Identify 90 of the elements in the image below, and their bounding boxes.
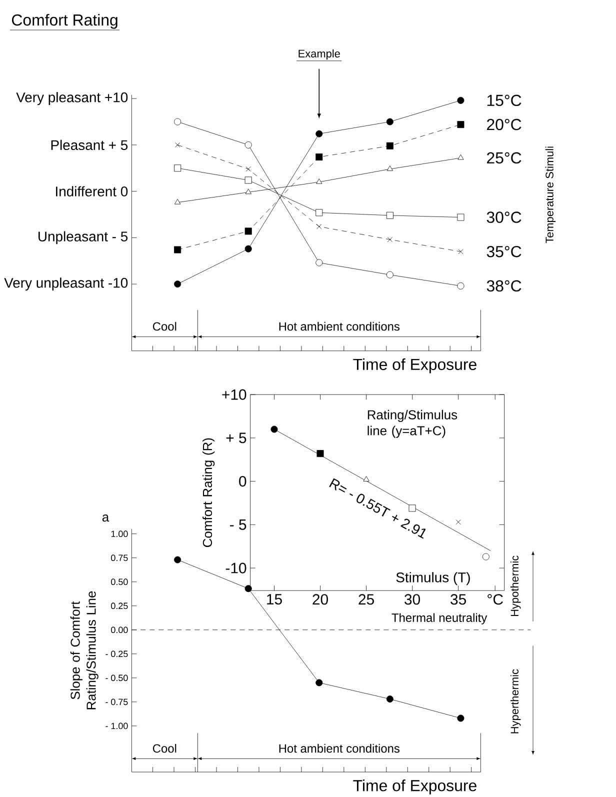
point: [386, 118, 394, 126]
point: [482, 553, 490, 560]
point: [316, 130, 323, 138]
y-tick-label: - 0.25: [106, 650, 128, 658]
annotation: R= - 0.55T + 2.91: [329, 478, 426, 539]
point: [244, 228, 252, 235]
legend-title: Temperature Stimuli: [545, 146, 556, 244]
y-tick-label: + 5: [226, 432, 246, 444]
y-tick-label: - 5: [230, 519, 246, 530]
y-tick-label: Very pleasant +10: [16, 92, 128, 106]
point: [363, 476, 370, 482]
y-tick-label: 0.50: [111, 578, 128, 586]
annotation: Hot ambient conditions: [279, 322, 400, 331]
y-tick-label: 0.00: [111, 626, 128, 634]
point: [316, 224, 322, 230]
point: [316, 679, 323, 686]
y-tick-label: 0: [239, 476, 246, 487]
y-tick-label: - 0.50: [106, 674, 128, 682]
y-tick-label: Indifferent 0: [56, 186, 128, 196]
point: [245, 188, 252, 194]
x-axis-title: Time of Exposure: [353, 358, 476, 374]
y-tick-label: +10: [222, 389, 246, 400]
point: [386, 142, 394, 150]
annotation: Rating/Stimulus line (y=aT+C): [368, 410, 458, 438]
y-tick-label: - 0.75: [106, 698, 128, 706]
point: [408, 504, 416, 512]
series-label: 20°C: [487, 118, 522, 130]
point: [386, 166, 393, 171]
y-tick-label: 0.75: [111, 554, 128, 562]
text: a: [102, 514, 110, 522]
x-tick-label: 30: [404, 594, 420, 605]
y-tick-label: Unpleasant - 5: [38, 231, 128, 244]
y-tick-label: -10: [226, 562, 246, 574]
y-axis-title: Comfort Rating (R): [202, 438, 215, 547]
point: [457, 714, 464, 722]
y-axis-title: Slope of Comfort Rating/Stimulus Line: [70, 591, 98, 710]
point: [316, 450, 324, 458]
x-tick-label: 35: [450, 594, 466, 605]
point: [456, 520, 461, 525]
point: [316, 259, 323, 266]
x-tick-label: 20: [312, 594, 328, 605]
point: [457, 96, 464, 104]
point: [270, 426, 278, 433]
point: [174, 246, 182, 254]
point: [386, 696, 394, 703]
point: [174, 118, 182, 126]
point: [246, 166, 251, 172]
point: [174, 280, 182, 288]
point: [386, 271, 394, 278]
x-tick-label: °C: [488, 594, 503, 605]
point: [386, 212, 394, 219]
point: [244, 176, 252, 184]
y-tick-label: 1.00: [111, 530, 128, 538]
point: [175, 142, 180, 148]
annotation: Cool: [152, 744, 176, 753]
x-tick-label: 15: [267, 594, 282, 605]
text: Example: [298, 49, 340, 60]
point: [174, 556, 182, 564]
y-tick-label: Pleasant + 5: [51, 140, 128, 150]
x-axis-title: Time of Exposure: [353, 780, 476, 794]
point: [316, 178, 322, 184]
point: [458, 154, 464, 160]
series-label: 38°C: [486, 280, 522, 292]
point: [174, 164, 182, 172]
y-tick-label: - 1.00: [106, 722, 128, 730]
annotation: Hot ambient conditions: [279, 744, 400, 753]
point: [387, 237, 392, 242]
ref-line-label: Thermal neutrality: [392, 613, 488, 624]
point: [244, 585, 252, 592]
chart-title: Comfort Rating: [12, 14, 118, 29]
point: [244, 141, 252, 148]
series-label: 25°C: [487, 152, 522, 164]
point: [457, 282, 464, 290]
text: Hyperthermic: [510, 669, 521, 734]
point: [244, 245, 252, 252]
point: [457, 214, 464, 221]
point: [316, 153, 323, 160]
x-axis-title: Stimulus (T): [396, 572, 470, 586]
annotation: Cool: [152, 322, 176, 331]
text: Hypothermic: [510, 556, 521, 616]
point: [174, 198, 181, 204]
series-label: 30°C: [486, 212, 522, 223]
point: [316, 209, 323, 216]
series-label: 15°C: [487, 94, 522, 106]
point: [458, 249, 464, 254]
y-tick-label: 0.25: [111, 602, 128, 610]
series-label: 35°C: [486, 246, 522, 258]
y-tick-label: Very unpleasant -10: [4, 278, 128, 291]
x-tick-label: 25: [358, 594, 374, 605]
point: [457, 121, 464, 128]
